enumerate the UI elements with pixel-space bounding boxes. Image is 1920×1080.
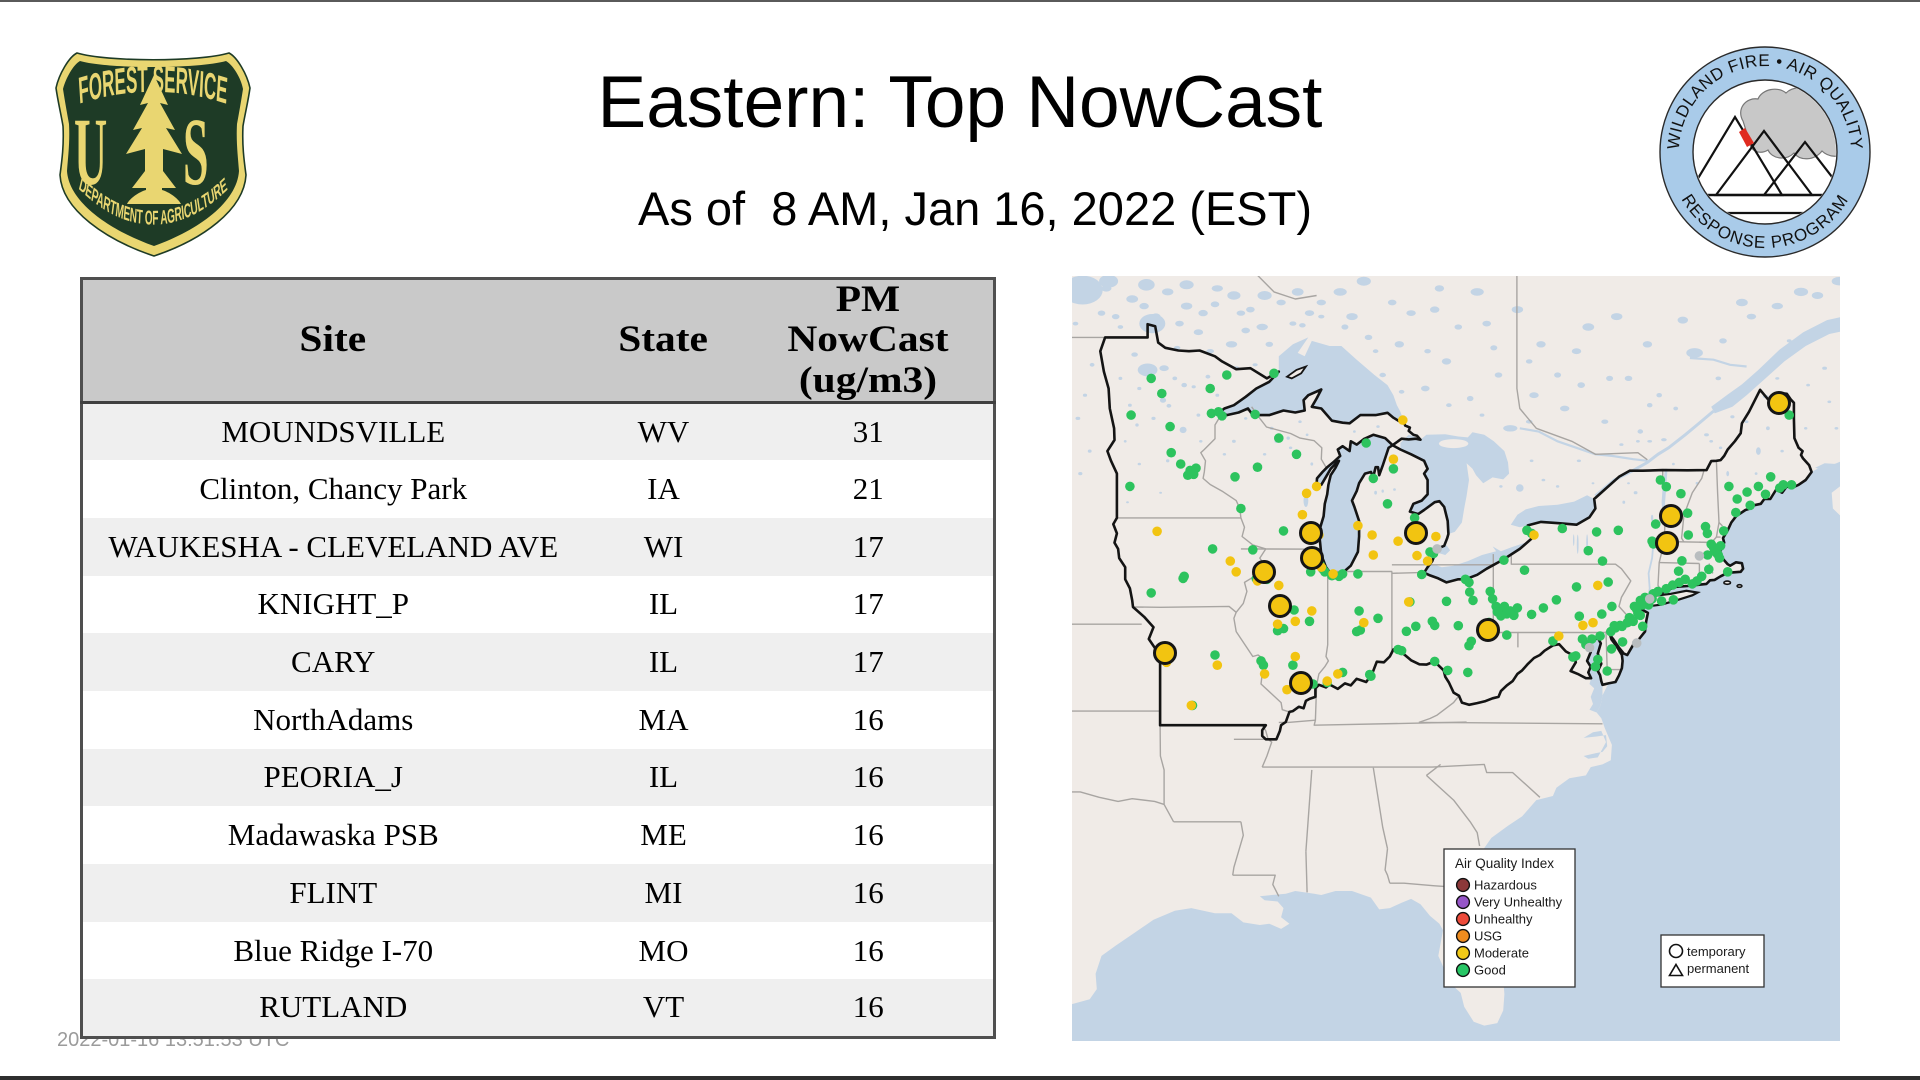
svg-text:Good: Good xyxy=(1474,963,1506,978)
svg-text:S: S xyxy=(183,100,209,206)
svg-text:Hazardous: Hazardous xyxy=(1474,878,1537,893)
svg-text:Air Quality Index: Air Quality Index xyxy=(1455,856,1554,871)
svg-text:permanent: permanent xyxy=(1687,961,1750,976)
svg-text:temporary: temporary xyxy=(1687,944,1746,959)
svg-text:Very Unhealthy: Very Unhealthy xyxy=(1474,895,1563,910)
svg-text:Moderate: Moderate xyxy=(1474,946,1529,961)
svg-text:Unhealthy: Unhealthy xyxy=(1474,912,1533,927)
svg-text:U: U xyxy=(74,100,107,206)
svg-text:USG: USG xyxy=(1474,929,1502,944)
